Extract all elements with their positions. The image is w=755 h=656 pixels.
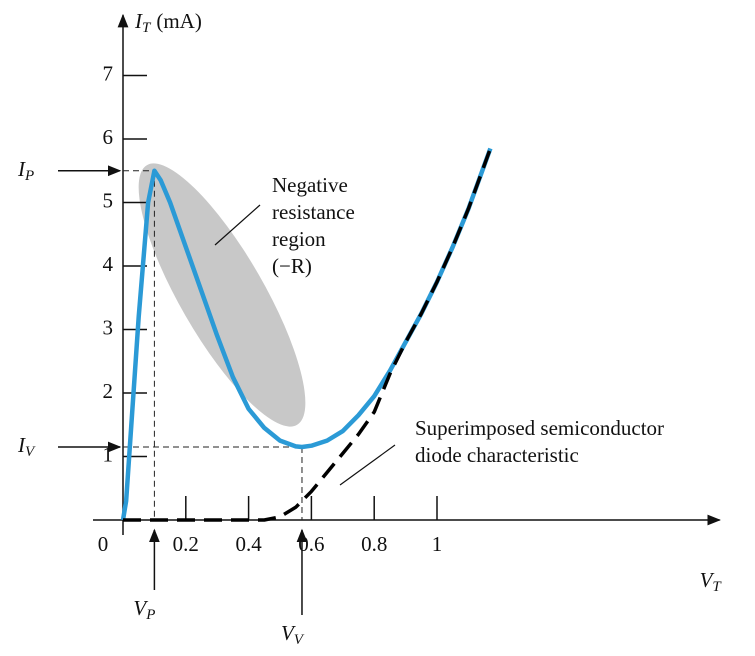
voltage-label: VV [281, 621, 305, 649]
y-tick-label: 2 [103, 379, 114, 403]
y-tick-label: 4 [103, 252, 114, 276]
current-label-main: I [17, 433, 26, 457]
y-tick-label: 3 [103, 315, 114, 339]
x-tick-label: 1 [432, 532, 443, 556]
x-tick-label: 0.4 [235, 532, 262, 556]
annotation: resistance [272, 200, 355, 224]
x-tick-label: 0.8 [361, 532, 387, 556]
annotation: diode characteristic [415, 443, 579, 467]
current-label-sub: V [25, 444, 36, 460]
x-tick-label: 0 [98, 532, 109, 556]
current-label: IV [17, 433, 36, 461]
diode-curve [123, 147, 493, 522]
annotation: Negative [272, 173, 348, 197]
y-axis-label: IT (mA) [134, 9, 202, 37]
annotation: Superimposed semiconductor [415, 416, 664, 440]
annotation-pointer [214, 204, 261, 246]
y-tick-label: 5 [103, 188, 114, 212]
y-axis-label-sub: T [142, 21, 152, 37]
x-tick-label: 0.2 [173, 532, 199, 556]
x-axis-label-main: V [700, 568, 715, 592]
y-axis-label-main: I [134, 9, 143, 33]
current-label-main: I [17, 157, 26, 181]
voltage-label-sub: P [145, 607, 155, 623]
x-axis-label-sub: T [712, 579, 722, 595]
current-label-sub: P [24, 168, 34, 184]
x-axis-label: VT [700, 568, 723, 596]
voltage-label-main: V [133, 596, 148, 620]
y-tick-label: 1 [103, 442, 114, 466]
voltage-label: VP [133, 596, 155, 624]
annotation: region [272, 227, 326, 251]
y-tick-label: 7 [103, 61, 114, 85]
y-tick-label: 6 [103, 125, 114, 149]
current-label: IP [17, 157, 34, 185]
y-axis-unit: (mA) [156, 9, 202, 33]
annotation: (−R) [272, 254, 312, 278]
voltage-label-main: V [281, 621, 296, 645]
voltage-label-sub: V [294, 632, 305, 648]
annotation-pointer [339, 444, 396, 486]
